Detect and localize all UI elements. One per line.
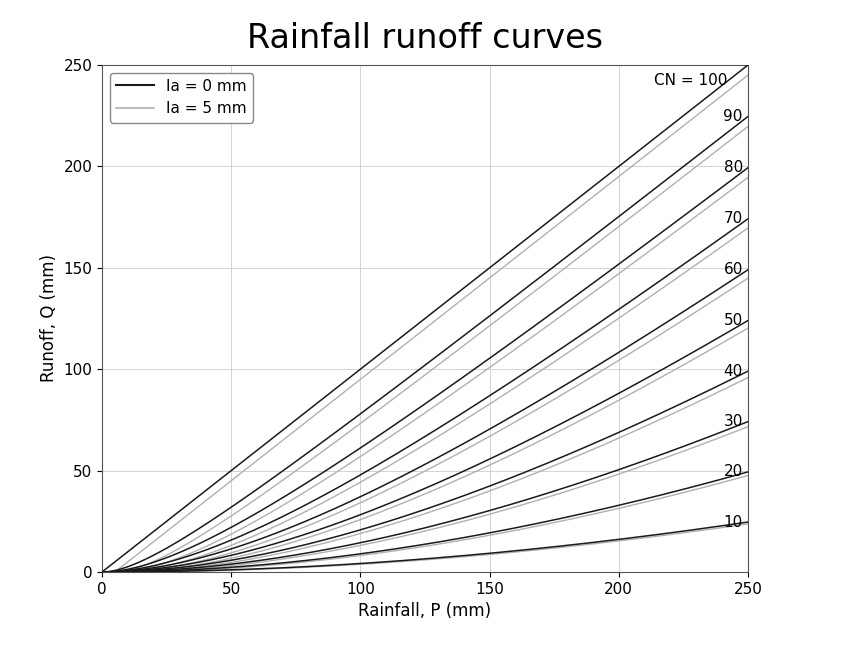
Text: 40: 40 [723,363,743,379]
Text: 60: 60 [723,262,743,278]
Text: 10: 10 [723,515,743,530]
Text: 80: 80 [723,160,743,176]
Text: 70: 70 [723,211,743,226]
Text: 30: 30 [723,414,743,429]
Y-axis label: Runoff, Q (mm): Runoff, Q (mm) [40,255,58,382]
Text: CN = 100: CN = 100 [654,73,728,88]
Legend: Ia = 0 mm, Ia = 5 mm: Ia = 0 mm, Ia = 5 mm [110,73,253,122]
Text: 20: 20 [723,464,743,480]
Title: Rainfall runoff curves: Rainfall runoff curves [247,22,603,55]
X-axis label: Rainfall, P (mm): Rainfall, P (mm) [359,603,491,620]
Text: 50: 50 [723,313,743,328]
Text: 90: 90 [723,109,743,124]
